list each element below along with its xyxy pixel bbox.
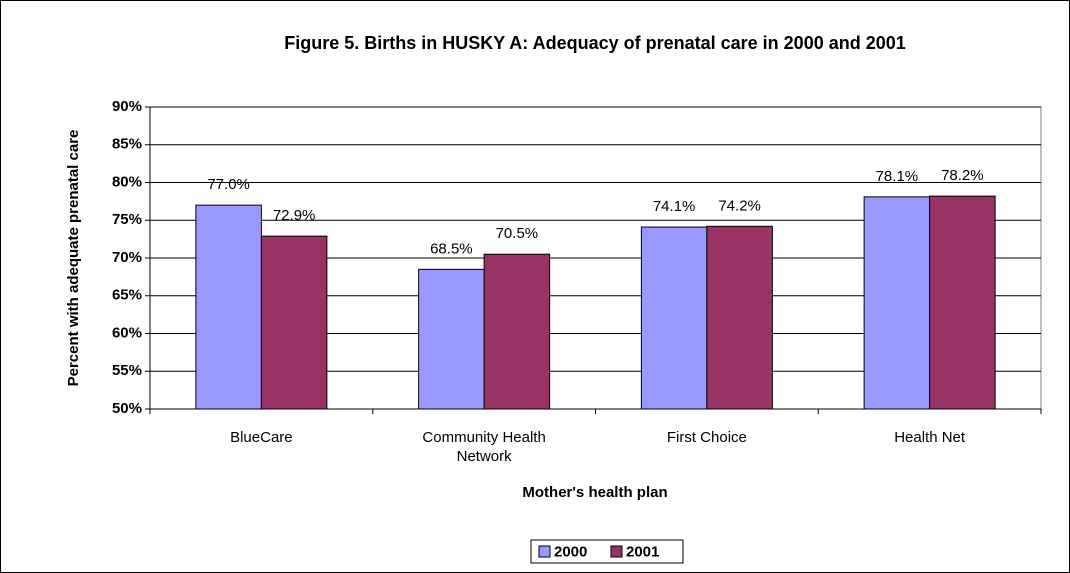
x-axis-title: Mother's health plan [522, 484, 667, 501]
chart-title: Figure 5. Births in HUSKY A: Adequacy of… [284, 33, 906, 53]
legend-box [530, 539, 684, 564]
x-tick-label: BlueCare [230, 429, 293, 446]
y-tick-label: 80% [112, 173, 142, 190]
bar [418, 268, 485, 410]
bar [640, 226, 708, 410]
x-tick-label: Health Net [894, 429, 966, 446]
bar [706, 225, 773, 410]
x-tick-label: First Choice [666, 429, 747, 446]
x-tick-label: Community Health Network [422, 429, 546, 465]
y-tick-label: 50% [112, 400, 142, 417]
y-axis-title: Percent with adequate prenatal care [65, 130, 82, 387]
data-label: 78.2% [941, 167, 984, 184]
y-tick-label: 70% [112, 249, 142, 266]
data-label: 70.5% [496, 225, 539, 242]
legend-label: 2000 [554, 543, 587, 560]
data-label: 74.1% [653, 198, 696, 215]
y-tick-label: 85% [112, 136, 142, 153]
data-label: 77.0% [207, 176, 250, 193]
bar [483, 253, 551, 410]
data-label: 74.2% [718, 197, 761, 214]
data-label: 78.1% [876, 168, 919, 185]
data-label: 68.5% [430, 240, 473, 257]
bar [260, 235, 328, 410]
y-tick-label: 65% [112, 287, 142, 304]
y-tick-label: 55% [112, 362, 142, 379]
bar [863, 196, 931, 410]
legend-label: 2001 [626, 543, 659, 560]
y-tick-label: 90% [112, 98, 142, 115]
data-label: 72.9% [273, 207, 316, 224]
y-tick-label: 60% [112, 324, 142, 341]
bar [929, 195, 996, 410]
bar [195, 204, 262, 410]
legend-swatch [538, 545, 551, 558]
y-tick-label: 75% [112, 211, 142, 228]
legend-swatch [610, 545, 623, 558]
